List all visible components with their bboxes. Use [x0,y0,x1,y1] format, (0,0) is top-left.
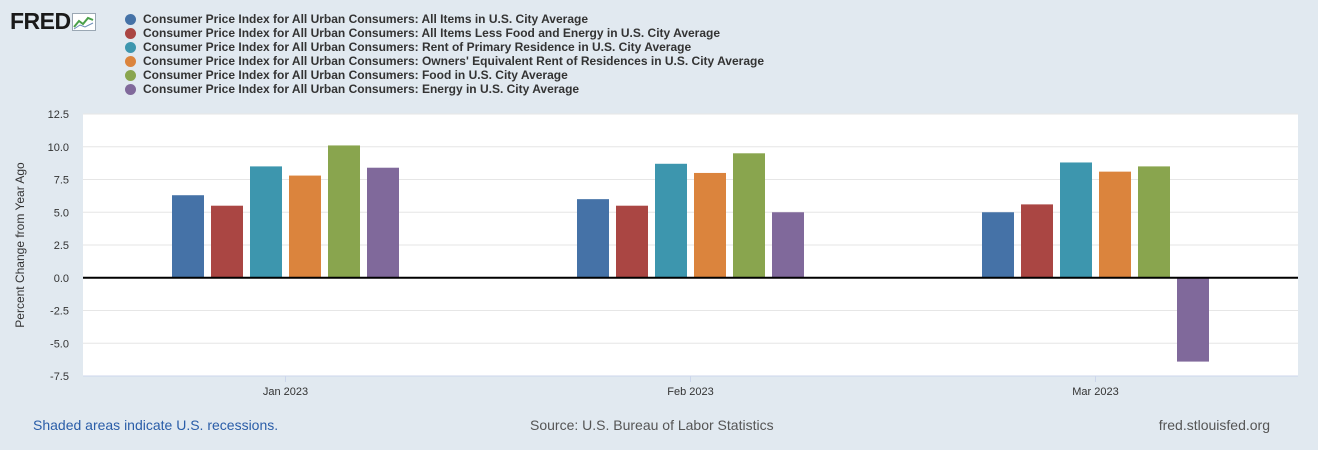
legend-item[interactable]: Consumer Price Index for All Urban Consu… [125,26,764,40]
chart-legend: Consumer Price Index for All Urban Consu… [125,12,764,96]
legend-label-energy: Consumer Price Index for All Urban Consu… [143,82,580,96]
y-tick-label: 0.0 [54,273,69,285]
logo-text: FRED [10,8,71,34]
bar [1138,166,1170,278]
legend-dot-food [125,69,136,81]
source-note: Source: U.S. Bureau of Labor Statistics [530,417,774,433]
bar [655,163,687,278]
site-link[interactable]: fred.stlouisfed.org [1158,417,1270,433]
bar [616,205,648,278]
fred-logo[interactable]: FRED [10,8,96,35]
x-tick-label: Jan 2023 [263,386,308,398]
legend-dot-rent [125,41,136,53]
y-tick-label: 2.5 [54,240,69,252]
legend-item[interactable]: Consumer Price Index for All Urban Consu… [125,40,764,54]
legend-label-oer: Consumer Price Index for All Urban Consu… [143,54,765,68]
bar [1060,162,1092,278]
x-tick-label: Mar 2023 [1072,386,1118,398]
legend-label-rent: Consumer Price Index for All Urban Consu… [143,40,692,54]
bar [1099,171,1131,278]
legend-item[interactable]: Consumer Price Index for All Urban Consu… [125,54,764,68]
y-tick-label: -2.5 [50,306,69,318]
bar [982,212,1014,278]
chart-trend-icon [71,12,96,31]
legend-dot-energy [125,83,136,95]
legend-dot-oer [125,55,136,67]
legend-item[interactable]: Consumer Price Index for All Urban Consu… [125,82,764,96]
y-tick-label: -7.5 [50,371,69,383]
legend-label-food: Consumer Price Index for All Urban Consu… [143,68,568,82]
y-tick-label: 5.0 [54,207,69,219]
bar [172,195,204,278]
bar [1177,277,1209,362]
legend-dot-core [125,27,136,39]
x-tick-label: Feb 2023 [667,386,713,398]
recession-note: Shaded areas indicate U.S. recessions. [33,417,279,433]
legend-item[interactable]: Consumer Price Index for All Urban Consu… [125,68,764,82]
bar [694,172,726,278]
y-tick-label: 12.5 [48,109,69,121]
y-tick-label: -5.0 [50,338,69,350]
legend-item[interactable]: Consumer Price Index for All Urban Consu… [125,12,764,26]
bar [772,212,804,278]
y-axis-title: Percent Change from Year Ago [13,162,27,328]
bar [577,199,609,278]
bar [328,145,360,278]
bar [367,167,399,278]
bar [733,153,765,278]
bar [1021,204,1053,278]
bar [289,175,321,278]
legend-dot-all-items [125,13,136,25]
y-tick-label: 10.0 [48,142,69,154]
legend-label-all-items: Consumer Price Index for All Urban Consu… [143,12,588,26]
y-tick-label: 7.5 [54,175,69,187]
legend-label-core: Consumer Price Index for All Urban Consu… [143,26,721,40]
bar [250,166,282,278]
bar [211,205,243,278]
